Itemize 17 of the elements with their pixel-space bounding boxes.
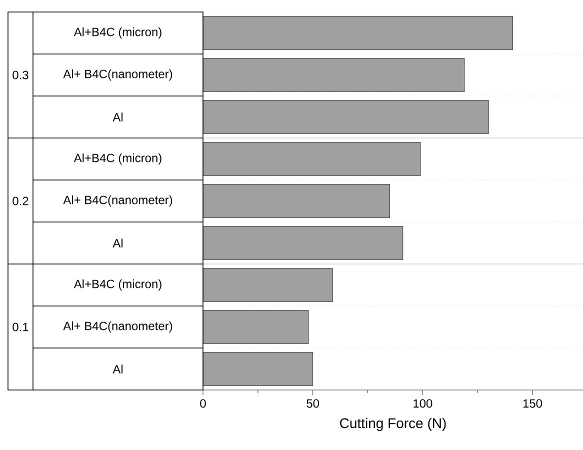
x-axis-title: Cutting Force (N) bbox=[340, 418, 446, 431]
y-tick-label: Al+B4C (micron) bbox=[74, 27, 162, 39]
y-tick-label: Al bbox=[112, 112, 123, 122]
x-tick-label: 50 bbox=[306, 399, 320, 408]
y-tick-label: Al+ B4C(nanometer) bbox=[63, 195, 172, 207]
x-tick-label: 0 bbox=[200, 399, 206, 408]
x-tick-label: 150 bbox=[523, 399, 542, 408]
text: 0.2 bbox=[12, 196, 28, 206]
y-tick-label: Al+B4C (micron) bbox=[74, 153, 162, 165]
y-tick-label: Al bbox=[112, 238, 123, 248]
y-tick-label: Al+ B4C(nanometer) bbox=[63, 321, 172, 333]
text: 0.3 bbox=[12, 70, 28, 80]
y-tick-label: Al+B4C (micron) bbox=[74, 279, 162, 291]
text: 0.1 bbox=[12, 322, 28, 332]
y-tick-label: Al bbox=[112, 364, 123, 374]
x-tick-label: 100 bbox=[414, 399, 432, 408]
y-tick-label: Al+ B4C(nanometer) bbox=[63, 69, 172, 81]
